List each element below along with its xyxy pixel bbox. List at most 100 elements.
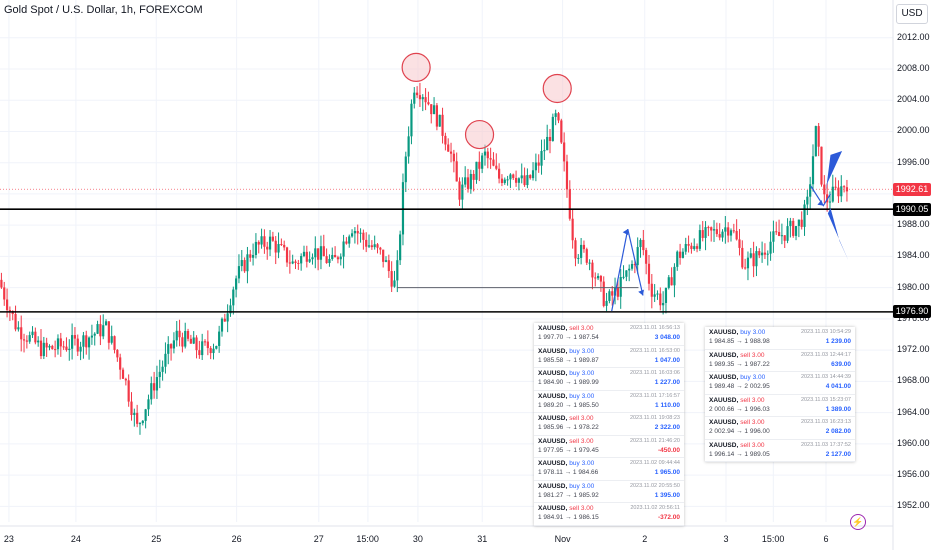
candle-body [780,235,783,237]
candle-body [729,230,733,236]
candle-body [192,337,195,344]
current-price-tag: 1992.61 [893,182,931,196]
candle-body [523,175,526,186]
candle-body [596,275,600,279]
candle-body [263,236,266,247]
lightning-icon[interactable]: ⚡ [850,514,866,530]
trade-side: buy 3.00 [569,392,595,400]
candle-body [150,383,153,400]
x-tick-label: 26 [231,534,242,544]
trade-row: XAUUSD, sell 3.00 1 997.70 → 1 987.54 2023.… [534,323,684,346]
candle-body [8,310,11,312]
candle-body [608,291,611,301]
trade-time: 2023.11.01 16:03:06 [629,370,680,376]
candle-body [656,293,659,295]
candle-body [834,186,837,188]
trade-time: 2023.11.01 16:56:13 [629,325,680,331]
trade-pnl: 3 048.00 [654,334,680,341]
candle-body [319,246,323,260]
candle-body [744,267,747,269]
candle-body [206,341,209,349]
y-tick-label: 1960.00 [897,437,930,448]
candle-body [622,276,625,278]
trade-side: sell 3.00 [740,396,765,404]
trade-symbol: XAUUSD, sell 3.00 [709,419,765,426]
trade-time: 2023.11.01 19:08:23 [629,415,680,421]
trade-prices: 1 977.95 → 1 979.45 [538,446,599,454]
trade-symbol: XAUUSD, buy 3.00 [538,347,595,355]
candle-body [455,161,458,182]
candle-body [738,239,741,248]
trade-side: sell 3.00 [569,325,594,332]
candle-body [571,218,574,241]
candle-body [215,345,218,349]
trade-time: 2023.11.03 14:44:39 [800,374,851,380]
trade-row: XAUUSD, buy 3.00 1 981.27 → 1 985.92 2023.1… [534,481,684,503]
candle-body [659,293,662,306]
arrow-mid-head [817,199,824,206]
trade-time: 2023.11.02 09:44:44 [629,460,680,466]
candle-body [803,204,806,227]
candle-body [203,341,207,343]
trade-prices: 1 989.35 → 1 987.22 [709,360,770,368]
candle-body [331,254,334,259]
candle-body [588,262,591,264]
candles [0,82,849,435]
trade-side: sell 3.00 [569,505,594,512]
candle-body [342,241,345,257]
candle-body [209,348,212,354]
trade-symbol: XAUUSD, buy 3.00 [709,329,766,336]
candle-body [625,270,628,277]
candle-body [746,257,750,269]
candle-body [121,369,125,379]
candle-body [817,126,820,147]
candle-body [718,234,721,238]
candle-body [647,263,651,284]
trade-row: XAUUSD, buy 3.00 1 989.20 → 1 985.50 2023.1… [534,391,684,413]
candle-body [472,173,475,180]
candle-body [353,230,356,234]
candle-body [198,350,201,356]
candle-body [249,254,252,258]
candle-body [68,348,71,351]
candle-body [25,340,28,342]
trade-pnl: 1 227.00 [654,379,680,386]
candle-body [800,219,803,227]
currency-button[interactable]: USD [896,4,928,24]
candle-body [715,229,718,235]
candle-body [701,230,704,238]
candle-body [393,280,396,287]
chart-title: Gold Spot / U.S. Dollar, 1h, FOREXCOM [4,4,203,16]
candle-body [243,260,246,272]
candle-body [136,412,139,424]
candle-body [5,299,9,311]
candle-body [585,249,588,263]
candle-body [138,423,142,425]
candle-body [447,144,450,152]
candle-body [611,291,614,296]
candle-body [695,246,699,249]
trade-prices: 1 997.70 → 1 987.54 [538,334,599,341]
candle-body [458,181,461,200]
candle-body [645,250,648,264]
candle-body [560,120,563,143]
trade-prices: 1 984.90 → 1 989.99 [538,379,599,386]
trade-pnl: 4 041.00 [825,383,851,390]
candle-body [786,226,789,241]
candle-body [783,235,786,241]
candle-body [568,189,571,219]
trade-time: 2023.11.03 17:37:52 [800,441,851,448]
candle-body [336,257,340,260]
candle-body [65,346,68,351]
x-tick-label: Nov [554,534,571,544]
level-price-tag-2: 1976.90 [893,305,931,319]
candle-body [56,338,60,350]
candle-body [531,170,535,179]
candle-body [424,97,427,103]
candle-body [792,220,795,236]
trade-symbol: XAUUSD, sell 3.00 [538,505,594,512]
y-tick-label: 1964.00 [897,406,930,417]
candle-body [667,277,670,288]
y-tick-label: 2012.00 [897,31,930,42]
